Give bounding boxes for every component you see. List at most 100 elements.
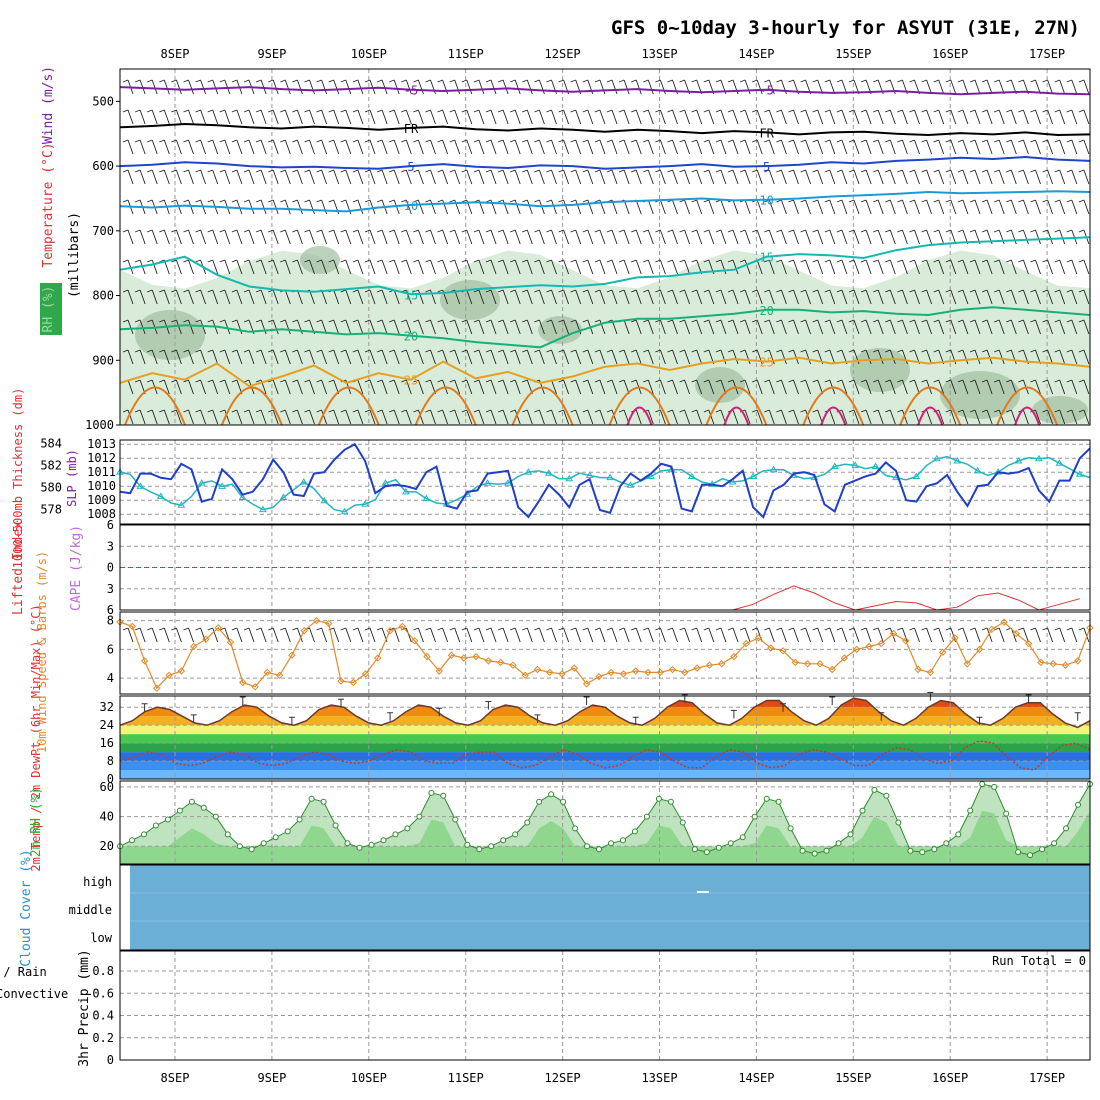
wind-barb bbox=[691, 409, 703, 425]
wind-barb bbox=[994, 139, 1005, 155]
wind-barb bbox=[570, 379, 582, 395]
wind-barb bbox=[268, 289, 279, 305]
thickness-tick-label: 580 bbox=[40, 481, 62, 495]
rh-marker bbox=[200, 804, 207, 811]
wind-barb bbox=[268, 169, 279, 185]
wind10m-barb bbox=[739, 627, 751, 643]
wind10m-marker bbox=[779, 647, 787, 655]
wind-barb bbox=[631, 259, 642, 275]
wind-barb bbox=[510, 379, 521, 395]
wind-barb bbox=[255, 139, 267, 155]
temperature-contour-30 bbox=[511, 386, 574, 426]
wind-barb bbox=[340, 289, 352, 305]
rh-marker bbox=[452, 816, 459, 823]
wind-barb bbox=[727, 109, 739, 125]
wind-barb bbox=[945, 259, 957, 275]
wind-barb bbox=[231, 259, 243, 275]
wind-barb bbox=[921, 259, 933, 275]
slp-tick-label: 1009 bbox=[87, 493, 116, 507]
wind-barb bbox=[510, 79, 521, 95]
rh-tick-label: 40 bbox=[100, 810, 114, 824]
upper-air-frame bbox=[119, 68, 1091, 426]
wind-barb bbox=[195, 79, 207, 95]
wind-barb bbox=[461, 229, 473, 245]
wind-barb bbox=[147, 139, 158, 155]
wind-barb bbox=[461, 319, 473, 335]
wind-barb bbox=[425, 139, 436, 155]
wind-barb bbox=[897, 289, 908, 305]
wind-barb bbox=[921, 109, 933, 125]
wind10m-barb bbox=[122, 627, 134, 643]
wind-barb bbox=[1006, 379, 1017, 395]
wind10m-tick-label: 6 bbox=[107, 642, 114, 656]
pressure-axis-label: (millibars) bbox=[67, 212, 82, 298]
wind-barb bbox=[631, 349, 642, 365]
wind-barb bbox=[885, 169, 896, 185]
wind-barb bbox=[679, 409, 691, 425]
wind10m-marker bbox=[214, 624, 222, 632]
wind-barb bbox=[606, 79, 618, 95]
wind-barb bbox=[764, 289, 775, 305]
wind-barb bbox=[413, 349, 424, 365]
wind-barb bbox=[389, 409, 400, 425]
wind-barb bbox=[1054, 409, 1066, 425]
temperature-axis-label: Temperature (°C) bbox=[41, 142, 56, 267]
temperature-contour-label: 25 bbox=[759, 356, 773, 370]
wind-barb bbox=[921, 139, 933, 155]
minmax-bar bbox=[583, 696, 590, 705]
wind-barb bbox=[969, 169, 981, 185]
rh-marker bbox=[260, 840, 267, 847]
wind-barb bbox=[352, 319, 364, 335]
wind-barb bbox=[582, 139, 594, 155]
wind-barb bbox=[752, 139, 763, 155]
wind-barb bbox=[776, 349, 787, 365]
wind-barb bbox=[643, 169, 654, 185]
wind10m-marker bbox=[914, 665, 922, 674]
wind-barb bbox=[473, 349, 485, 365]
wind-barb bbox=[449, 169, 461, 185]
thickness-tick-label: 578 bbox=[40, 503, 62, 517]
wind10m-marker bbox=[460, 654, 468, 662]
wind-barb bbox=[316, 79, 328, 95]
temperature-axis-label-2m: 2m Temp / 2m DewPt (6hr Min/Max) (°C) bbox=[29, 604, 43, 871]
wind-barb bbox=[207, 409, 219, 425]
wind-barb bbox=[969, 199, 981, 215]
wind-barb bbox=[522, 409, 533, 425]
wind-barb bbox=[570, 109, 582, 125]
wind-barb bbox=[885, 109, 896, 125]
wind-barb bbox=[364, 289, 376, 305]
wind-barb bbox=[873, 109, 884, 125]
wind-barb bbox=[449, 349, 461, 365]
wind-barb bbox=[921, 199, 933, 215]
wind-barb bbox=[340, 259, 352, 275]
wind-barb bbox=[788, 109, 799, 125]
wind-barb bbox=[776, 169, 787, 185]
wind10m-marker bbox=[324, 619, 333, 628]
wind-barb bbox=[510, 109, 521, 125]
wind-barb bbox=[957, 349, 969, 365]
wind-barb bbox=[739, 79, 751, 95]
wind-barb bbox=[703, 289, 715, 305]
wind-barb bbox=[667, 169, 678, 185]
precip-tick-label: 0.8 bbox=[92, 964, 114, 978]
wind-barb bbox=[473, 409, 485, 425]
wind-barb bbox=[243, 139, 255, 155]
wind-barb bbox=[570, 139, 582, 155]
wind-barb bbox=[497, 289, 509, 305]
wind-barb bbox=[897, 349, 908, 365]
wind10m-barb bbox=[280, 627, 291, 643]
wind10m-marker bbox=[889, 629, 898, 638]
wind-barb bbox=[812, 319, 824, 335]
wind10m-barb bbox=[582, 627, 594, 643]
wind-barb bbox=[631, 139, 642, 155]
rh-high-area bbox=[300, 246, 340, 274]
wind-barb bbox=[788, 259, 799, 275]
wind10m-marker bbox=[153, 684, 161, 692]
wind-barb bbox=[425, 109, 436, 125]
wind-barb bbox=[1066, 79, 1078, 95]
wind-barb bbox=[401, 259, 412, 275]
wind-barb bbox=[776, 199, 787, 215]
wind-barb bbox=[836, 199, 848, 215]
wind-barb bbox=[752, 169, 763, 185]
wind-barb bbox=[594, 139, 606, 155]
